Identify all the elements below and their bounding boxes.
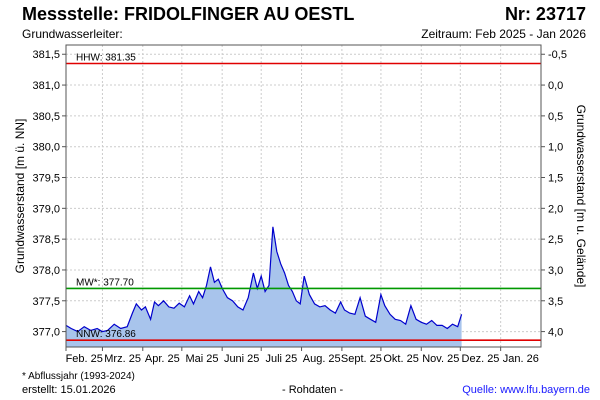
y-left-tick-label: 379,0 — [32, 203, 60, 215]
y-left-tick-label: 380,5 — [32, 111, 60, 123]
reference-label-nnw: NNW: 376.86 — [76, 329, 136, 340]
reference-lines: HHW: 381.35 MW*: 377.70 NNW: 376.86 — [66, 52, 541, 342]
x-tick-label: Mrz. 25 — [104, 353, 141, 365]
y-left-tick-label: 381,5 — [32, 49, 60, 61]
y-right-tick-label: 3,5 — [548, 296, 563, 308]
x-tick-label: Juli 25 — [265, 353, 297, 365]
x-tick-label: Sept. 25 — [341, 353, 382, 365]
x-tick-label: Aug. 25 — [303, 353, 341, 365]
y-right-tick-label: 1,5 — [548, 173, 563, 185]
created-date: erstellt: 15.01.2026 — [22, 384, 116, 396]
page-title: Messstelle: FRIDOLFINGER AU OESTL — [22, 4, 355, 24]
reference-label-hhw: HHW: 381.35 — [76, 52, 136, 63]
y-left-tick-label: 377,0 — [32, 327, 60, 339]
reference-label-mw: MW*: 377.70 — [76, 277, 134, 288]
y-left-tick-label: 380,0 — [32, 142, 60, 154]
x-tick-label: Mai 25 — [185, 353, 218, 365]
y-right-tick-label: 3,0 — [548, 265, 563, 277]
plot-frame — [65, 44, 542, 348]
y-right-tick-label: 2,5 — [548, 234, 563, 246]
raw-data-note: - Rohdaten - — [282, 384, 344, 396]
y-right-tick-label: -0,5 — [548, 49, 567, 61]
x-tick-label: Nov. 25 — [422, 353, 459, 365]
footnote: * Abflussjahr (1993-2024) — [22, 371, 135, 382]
y-right-tick-label: 0,0 — [548, 80, 563, 92]
x-tick-label: Jan. 26 — [503, 353, 539, 365]
period-label: Zeitraum: Feb 2025 - Jan 2026 — [421, 27, 586, 41]
aquifer-label: Grundwasserleiter: — [22, 27, 123, 41]
y-right-tick-label: 0,5 — [548, 111, 563, 123]
y-axis-right-label: Grundwasserstand [m u. Gelände] — [574, 105, 588, 288]
x-tick-label: Dez. 25 — [462, 353, 500, 365]
y-left-tick-label: 378,5 — [32, 234, 60, 246]
source-link[interactable]: Quelle: www.lfu.bayern.de — [462, 384, 590, 396]
y-right-tick-label: 1,0 — [548, 142, 563, 154]
station-number: Nr: 23717 — [504, 4, 586, 24]
x-tick-label: Apr. 25 — [145, 353, 180, 365]
axis-ticks: 381,5 -0,5 381,0 0,0 380,5 0,5 380,0 1,0 379,5 1,… — [32, 49, 567, 365]
y-left-tick-label: 381,0 — [32, 80, 60, 92]
y-right-tick-label: 4,0 — [548, 327, 563, 339]
x-tick-label: Okt. 25 — [383, 353, 418, 365]
x-tick-label: Juni 25 — [224, 353, 259, 365]
y-right-tick-label: 2,0 — [548, 203, 563, 215]
y-left-tick-label: 377,5 — [32, 296, 60, 308]
y-axis-left-label: Grundwasserstand [m ü. NN] — [13, 119, 27, 274]
y-left-tick-label: 378,0 — [32, 265, 60, 277]
x-tick-label: Feb. 25 — [66, 353, 103, 365]
y-left-tick-label: 379,5 — [32, 173, 60, 185]
